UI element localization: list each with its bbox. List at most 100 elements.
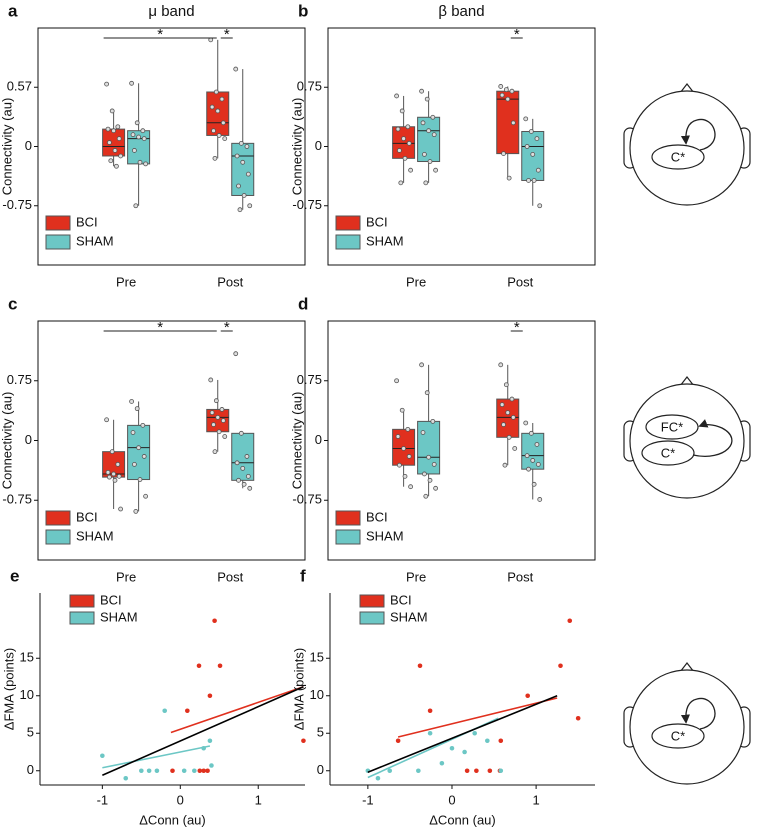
- legend-label: SHAM: [366, 233, 404, 248]
- legend-label: BCI: [76, 214, 98, 229]
- data-point: [499, 402, 505, 408]
- data-point: [526, 178, 531, 183]
- data-point: [208, 377, 214, 383]
- y-tick-label: 0: [315, 432, 322, 447]
- axes-frame: [327, 27, 596, 266]
- data-point: [424, 390, 430, 396]
- data-point: [395, 738, 401, 744]
- data-point: [107, 474, 112, 480]
- significance-label: *: [157, 26, 163, 43]
- data-point: [430, 114, 436, 120]
- data-point: [501, 422, 506, 427]
- legend-label: SHAM: [76, 233, 114, 248]
- legend-label: BCI: [366, 509, 388, 524]
- data-point: [472, 730, 477, 736]
- legend-label: BCI: [390, 592, 412, 607]
- data-point: [399, 407, 405, 413]
- y-tick-label: 0.75: [297, 79, 322, 94]
- panel-title: β band: [438, 3, 484, 20]
- data-point: [140, 128, 146, 134]
- legend-swatch: [45, 510, 71, 526]
- legend-swatch: [45, 215, 71, 231]
- data-point: [395, 434, 401, 439]
- data-point: [528, 129, 534, 134]
- axes-frame: [37, 27, 306, 266]
- data-point: [109, 449, 115, 455]
- significance-label: *: [514, 26, 520, 43]
- data-point: [234, 153, 240, 159]
- data-point: [505, 410, 511, 416]
- data-point: [422, 151, 427, 157]
- significance-label: *: [224, 26, 230, 43]
- data-point: [211, 128, 216, 134]
- data-point: [162, 708, 168, 714]
- data-point: [419, 88, 425, 94]
- data-point: [405, 124, 411, 130]
- y-tick-label: 15: [20, 650, 34, 665]
- legend-swatch: [359, 611, 385, 625]
- x-tick-label: 0: [177, 792, 184, 807]
- data-point: [402, 155, 408, 161]
- data-point: [427, 477, 433, 483]
- x-tick-label: Pre: [406, 274, 426, 289]
- data-point: [244, 454, 250, 459]
- data-point: [523, 420, 529, 426]
- data-point: [431, 461, 437, 467]
- data-point: [427, 730, 433, 736]
- data-point: [130, 132, 136, 138]
- data-point: [207, 693, 213, 699]
- data-point: [509, 88, 515, 94]
- data-point: [146, 768, 152, 774]
- data-point: [115, 461, 121, 467]
- electrode-label: FC*: [661, 419, 683, 434]
- box: [206, 91, 230, 136]
- significance-label: *: [224, 319, 230, 336]
- x-tick-label: -1: [362, 792, 374, 807]
- legend-swatch: [69, 611, 95, 625]
- electrode-label: C*: [671, 149, 685, 164]
- data-point: [132, 461, 137, 467]
- legend-swatch: [69, 594, 95, 608]
- data-point: [423, 493, 429, 499]
- x-axis-label: ΔConn (au): [139, 812, 206, 827]
- data-point: [510, 414, 516, 420]
- data-point: [424, 96, 430, 102]
- data-point: [114, 163, 119, 169]
- data-point: [140, 422, 146, 428]
- x-tick-label: Pre: [116, 569, 136, 584]
- legend-swatch: [335, 215, 361, 231]
- data-point: [398, 180, 404, 186]
- data-point: [503, 87, 509, 93]
- data-point: [449, 745, 455, 751]
- data-point: [185, 708, 190, 714]
- legend-label: BCI: [100, 592, 122, 607]
- data-point: [506, 175, 512, 181]
- axes-frame: [327, 320, 596, 561]
- head-diagram: C*: [623, 662, 751, 785]
- data-point: [143, 161, 149, 167]
- data-point: [112, 477, 118, 483]
- data-point: [430, 418, 436, 424]
- data-point: [136, 134, 142, 140]
- data-point: [394, 378, 400, 384]
- data-point: [464, 768, 470, 774]
- data-point: [427, 708, 433, 714]
- data-point: [237, 207, 243, 213]
- data-point: [558, 663, 563, 669]
- y-tick-label: 0: [25, 432, 32, 447]
- y-axis-label: Connectivity (au): [289, 392, 304, 490]
- legend-label: SHAM: [76, 528, 114, 543]
- data-point: [526, 466, 531, 472]
- data-point: [419, 362, 425, 368]
- data-point: [220, 418, 226, 423]
- data-point: [212, 618, 217, 624]
- data-point: [408, 484, 414, 490]
- y-axis-label: ΔFMA (points): [1, 648, 16, 730]
- data-point: [506, 434, 512, 440]
- x-tick-label: 1: [532, 792, 539, 807]
- data-point: [498, 84, 504, 89]
- data-point: [525, 693, 530, 699]
- legend-swatch: [335, 529, 361, 545]
- y-axis-label: Connectivity (au): [0, 98, 14, 196]
